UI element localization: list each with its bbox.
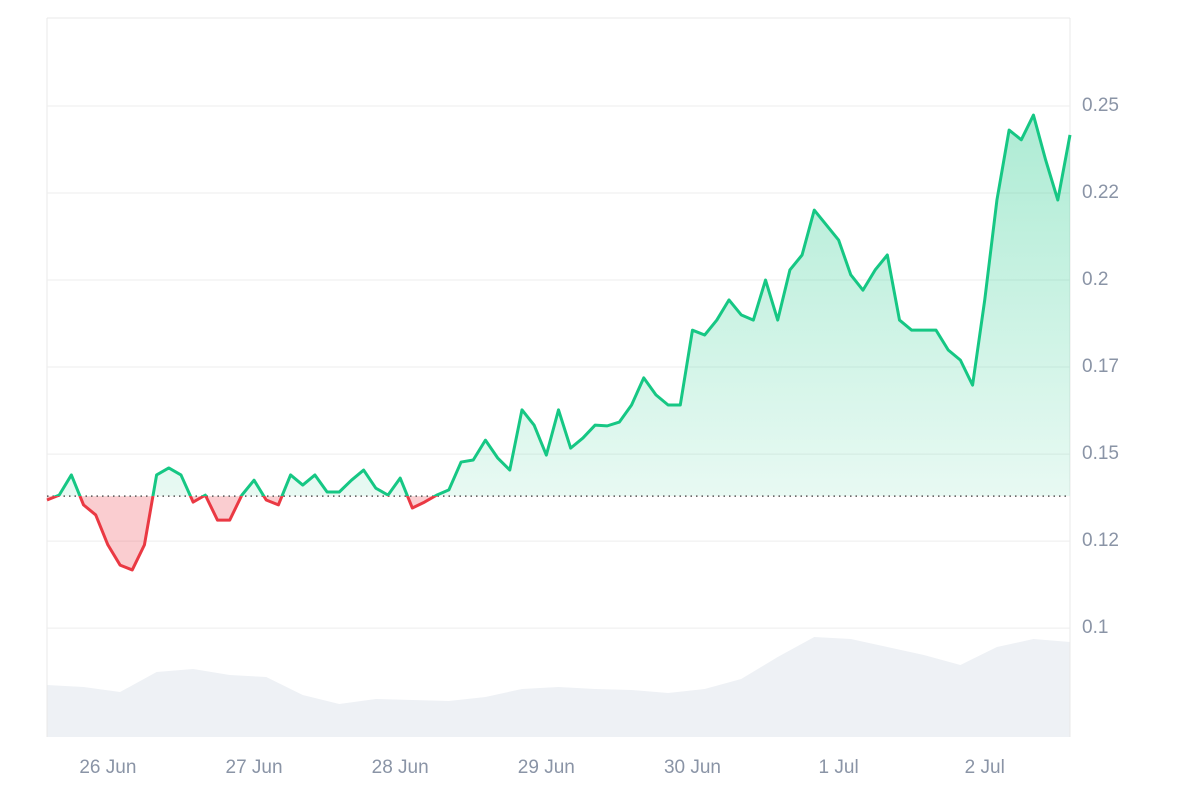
area-down: [47, 496, 435, 570]
y-tick-label: 0.2: [1082, 269, 1108, 290]
area-up: [47, 115, 1070, 497]
x-tick-label: 1 Jul: [819, 757, 859, 778]
x-tick-label: 26 Jun: [79, 757, 136, 778]
x-tick-label: 30 Jun: [664, 757, 721, 778]
volume-area: [47, 636, 1070, 737]
x-tick-label: 28 Jun: [372, 757, 429, 778]
line-down: [46, 496, 439, 572]
x-tick-label: 29 Jun: [518, 757, 575, 778]
y-tick-label: 0.12: [1082, 530, 1119, 551]
y-tick-label: 0.25: [1082, 95, 1119, 116]
x-tick-label: 2 Jul: [965, 757, 1005, 778]
y-tick-label: 0.22: [1082, 182, 1119, 203]
y-tick-label: 0.17: [1082, 356, 1119, 377]
price: [46, 113, 1072, 572]
y-tick-label: 0.1: [1082, 617, 1108, 638]
x-tick-label: 27 Jun: [226, 757, 283, 778]
line-up: [52, 113, 1072, 497]
y-tick-label: 0.15: [1082, 443, 1119, 464]
